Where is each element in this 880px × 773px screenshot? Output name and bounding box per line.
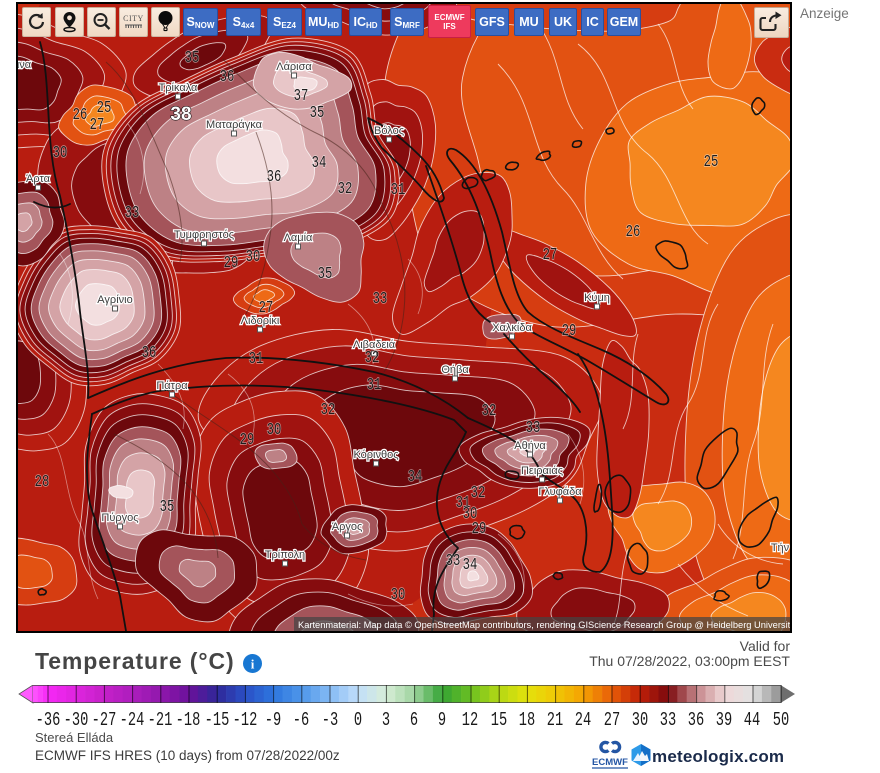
svg-text:Κόρινθος: Κόρινθος	[353, 449, 398, 461]
svg-text:36: 36	[142, 344, 157, 362]
svg-text:30: 30	[267, 421, 282, 439]
svg-text:25: 25	[704, 153, 719, 171]
svg-text:32: 32	[471, 484, 486, 502]
svg-text:Τρίπολη: Τρίπολη	[265, 549, 305, 561]
svg-text:34: 34	[463, 556, 478, 574]
svg-text:Βόλος: Βόλος	[374, 125, 404, 137]
svg-text:30: 30	[463, 505, 478, 523]
svg-text:Άρτα: Άρτα	[26, 173, 51, 185]
svg-text:38: 38	[170, 104, 191, 125]
svg-text:35: 35	[318, 265, 333, 283]
svg-text:Τήν: Τήν	[771, 542, 790, 554]
svg-text:33: 33	[373, 290, 388, 308]
svg-text:31: 31	[249, 350, 264, 368]
svg-text:Γλυφάδα: Γλυφάδα	[538, 486, 582, 498]
svg-text:30: 30	[246, 248, 261, 266]
svg-text:Πειραιάς: Πειραιάς	[521, 465, 563, 477]
svg-text:33: 33	[526, 419, 541, 437]
svg-text:34: 34	[312, 154, 327, 172]
svg-text:25: 25	[97, 99, 112, 117]
svg-text:35: 35	[185, 49, 200, 67]
svg-text:28: 28	[35, 473, 50, 491]
svg-text:31: 31	[367, 376, 382, 394]
svg-text:Τυμφρηστός: Τυμφρηστός	[174, 229, 234, 241]
svg-text:Αγρίνιο: Αγρίνιο	[97, 294, 132, 306]
svg-text:32: 32	[321, 401, 336, 419]
svg-text:Πάτρα: Πάτρα	[156, 380, 188, 392]
svg-text:27: 27	[543, 246, 558, 264]
svg-text:30: 30	[391, 586, 406, 604]
svg-text:Τρίκαλα: Τρίκαλα	[159, 82, 198, 94]
svg-text:i: i	[251, 657, 255, 672]
svg-text:36: 36	[220, 68, 235, 86]
svg-text:32: 32	[365, 349, 380, 367]
svg-text:33: 33	[446, 552, 461, 570]
svg-text:Λιβαδειά: Λιβαδειά	[353, 339, 396, 351]
svg-text:Λάρισα: Λάρισα	[276, 61, 312, 73]
svg-text:CITY: CITY	[123, 14, 144, 23]
svg-text:Αθήνα: Αθήνα	[514, 440, 546, 452]
svg-text:26: 26	[626, 223, 641, 241]
svg-text:29: 29	[472, 520, 487, 538]
svg-text:Λιδορίκι: Λιδορίκι	[241, 315, 280, 327]
svg-text:36: 36	[267, 168, 282, 186]
svg-text:26: 26	[73, 106, 88, 124]
svg-text:31: 31	[456, 494, 471, 512]
svg-text:Χαλκίδα: Χαλκίδα	[492, 322, 532, 334]
svg-text:35: 35	[160, 498, 175, 516]
svg-text:ECMWF: ECMWF	[592, 757, 628, 768]
svg-text:34: 34	[408, 468, 423, 486]
svg-text:30: 30	[53, 144, 68, 162]
svg-text:Θήβα: Θήβα	[441, 364, 469, 376]
svg-text:27: 27	[90, 116, 105, 134]
svg-text:29: 29	[240, 431, 255, 449]
svg-text:Ματαράγκα: Ματαράγκα	[206, 119, 263, 131]
svg-text:32: 32	[482, 402, 497, 420]
svg-text:Λαμία: Λαμία	[284, 232, 313, 244]
svg-text:33: 33	[125, 204, 140, 222]
svg-text:Πύργος: Πύργος	[101, 512, 138, 524]
svg-text:37: 37	[294, 87, 309, 105]
svg-text:Kartenmaterial: Map data © Ope: Kartenmaterial: Map data © OpenStreetMap…	[298, 620, 790, 630]
svg-text:Κύμη: Κύμη	[584, 292, 610, 304]
svg-text:31: 31	[391, 181, 406, 199]
svg-text:32: 32	[338, 180, 353, 198]
svg-text:35: 35	[310, 104, 325, 122]
svg-text:29: 29	[562, 322, 577, 340]
svg-text:ινα: ινα	[18, 59, 32, 71]
svg-text:Άργος: Άργος	[332, 521, 363, 533]
svg-text:27: 27	[259, 299, 274, 317]
svg-text:29: 29	[224, 254, 239, 272]
